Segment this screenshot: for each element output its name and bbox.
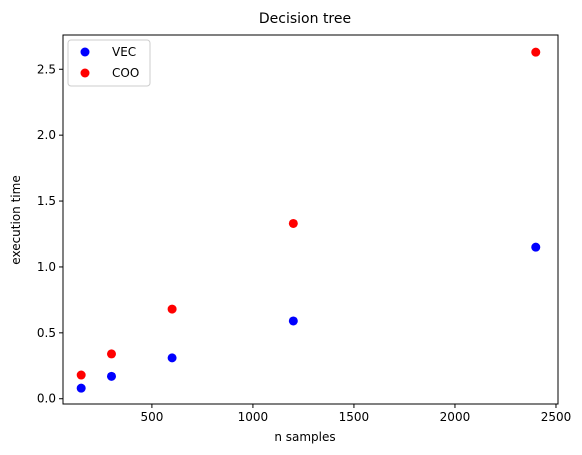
data-point-vec: [76, 383, 86, 393]
x-tick-label: 2000: [440, 410, 471, 424]
data-point-coo: [531, 47, 541, 57]
x-tick-label: 1500: [339, 410, 370, 424]
chart-title: Decision tree: [259, 11, 351, 27]
legend-label-vec: VEC: [112, 45, 136, 59]
y-axis-label: execution time: [9, 175, 23, 264]
data-point-vec: [288, 316, 298, 326]
legend-marker-vec: [80, 47, 90, 57]
series-coo: [76, 47, 541, 380]
legend: VEC COO: [67, 39, 151, 87]
y-tick-label: 1.0: [37, 260, 56, 274]
data-point-coo: [76, 370, 86, 380]
series-vec: [76, 242, 541, 393]
axis-ticks: 500 1000 1500 2000 2500 0.0 0.5 1.0 1.5 2.0 2.5: [37, 62, 571, 424]
data-point-vec: [106, 371, 116, 381]
y-tick-label: 0.0: [37, 392, 56, 406]
legend-marker-coo: [80, 68, 90, 78]
y-tick-label: 2.0: [37, 128, 56, 142]
data-points: [76, 47, 541, 393]
x-axis-label: n samples: [274, 430, 335, 444]
data-point-vec: [167, 353, 177, 363]
plot-frame: [62, 34, 559, 405]
y-tick-label: 0.5: [37, 326, 56, 340]
y-tick-label: 1.5: [37, 194, 56, 208]
data-point-coo: [106, 349, 116, 359]
y-tick-label: 2.5: [37, 62, 56, 76]
data-point-vec: [531, 242, 541, 252]
x-tick-label: 1000: [238, 410, 269, 424]
data-point-coo: [288, 218, 298, 228]
x-tick-label: 500: [140, 410, 163, 424]
x-tick-label: 2500: [541, 410, 572, 424]
legend-label-coo: COO: [112, 66, 139, 80]
data-point-coo: [167, 304, 177, 314]
